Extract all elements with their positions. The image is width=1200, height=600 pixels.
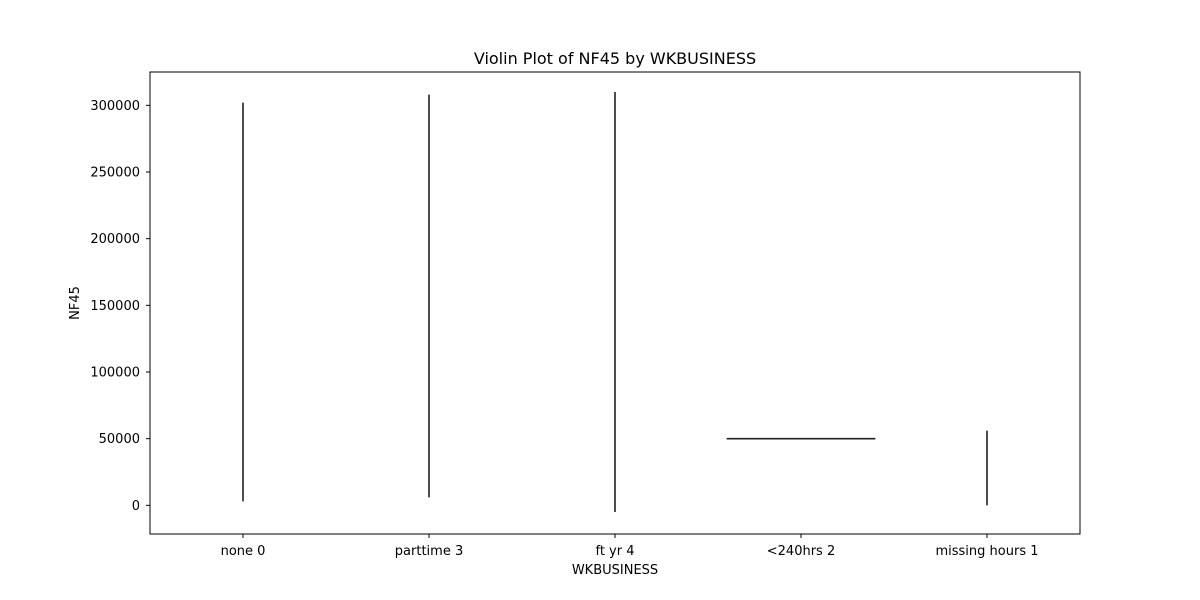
x-axis-label: WKBUSINESS (572, 563, 658, 578)
violin-series (242, 92, 988, 512)
y-tick-label: 200000 (90, 232, 140, 247)
y-tick-label: 50000 (99, 432, 140, 447)
y-tick-label: 0 (132, 499, 140, 514)
x-tick-label: ft yr 4 (595, 544, 634, 559)
y-axis: 0 50000 100000 150000 200000 250000 300000 (90, 99, 150, 514)
x-tick-label: missing hours 1 (935, 544, 1038, 559)
y-tick-label: 250000 (90, 166, 140, 181)
x-axis: none 0 parttime 3 ft yr 4 <240hrs 2 missing … (221, 534, 1039, 559)
y-tick-label: 300000 (90, 99, 140, 114)
y-tick-label: 100000 (90, 366, 140, 381)
y-axis-label: NF45 (68, 286, 83, 320)
x-tick-label: none 0 (221, 544, 266, 559)
x-tick-label: parttime 3 (395, 544, 463, 559)
y-tick-label: 150000 (90, 299, 140, 314)
x-tick-label: <240hrs 2 (767, 544, 835, 559)
chart-title: Violin Plot of NF45 by WKBUSINESS (474, 49, 756, 68)
